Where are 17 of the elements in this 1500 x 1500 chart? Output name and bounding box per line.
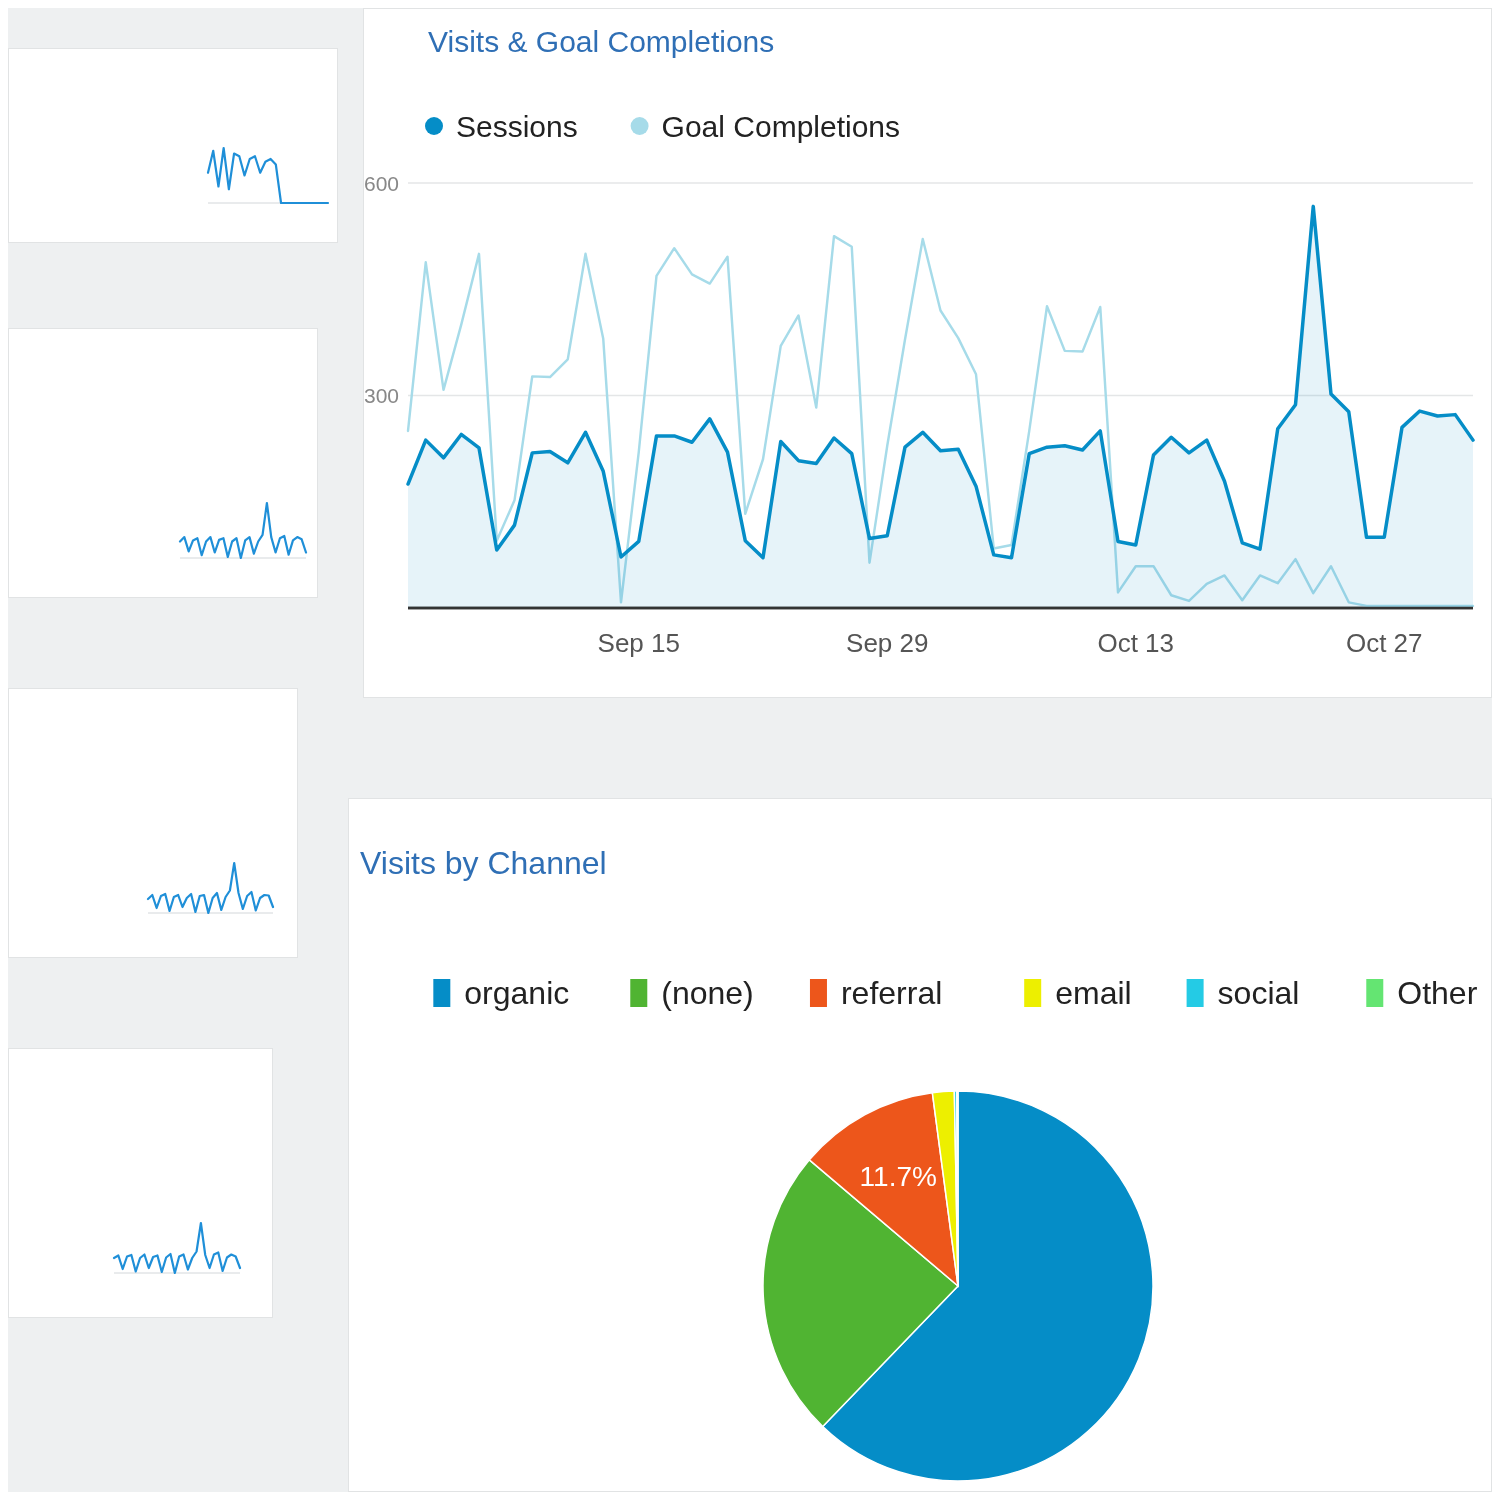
legend-label: social xyxy=(1217,975,1300,1011)
x-tick-label: Oct 27 xyxy=(1345,628,1423,658)
data-label: 11.7% xyxy=(859,1160,937,1192)
legend-label: email xyxy=(1055,975,1132,1011)
legend-label: (none) xyxy=(661,975,754,1011)
x-tick-label: Oct 13 xyxy=(1097,628,1175,658)
x-tick-label: Sep 15 xyxy=(597,628,680,658)
y-tick-label: 600 xyxy=(363,171,399,195)
legend-label: organic xyxy=(464,975,570,1011)
legend-label: Sessions xyxy=(456,109,578,143)
y-tick-label: 300 xyxy=(363,384,399,407)
chart-title: Visits by Channel xyxy=(360,845,607,881)
x-tick-label: Sep 29 xyxy=(846,628,929,658)
legend-label: referral xyxy=(840,975,943,1011)
chart-title: Visits & Goal Completions xyxy=(428,25,775,58)
legend-label: Other xyxy=(1397,975,1478,1011)
legend-label: Goal Completions xyxy=(661,109,901,143)
